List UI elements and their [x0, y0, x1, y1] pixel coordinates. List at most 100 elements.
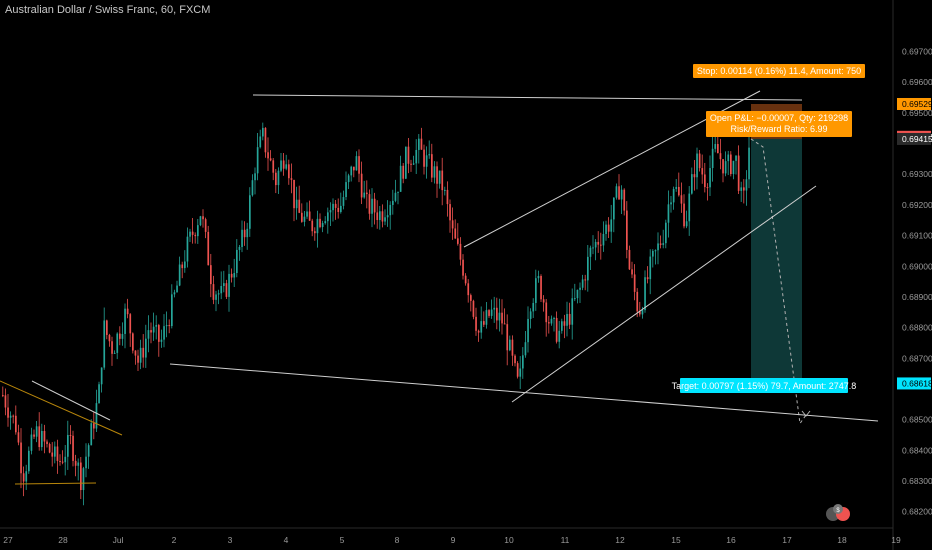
candle: [740, 181, 743, 202]
y-tick-label: 0.69000: [902, 261, 932, 271]
candle-body: [233, 273, 236, 278]
candle: [272, 157, 275, 181]
candle: [210, 253, 212, 298]
candle-body: [503, 323, 506, 325]
candle: [579, 282, 581, 304]
candle: [324, 216, 327, 225]
candle: [111, 336, 113, 366]
candle: [288, 159, 290, 185]
candle-body: [376, 212, 379, 221]
candle: [379, 205, 381, 230]
candle-body: [95, 403, 98, 429]
candle: [194, 232, 197, 244]
candle-body: [615, 186, 618, 198]
candle-body: [61, 461, 64, 463]
candle: [12, 414, 15, 424]
candle-body: [337, 207, 340, 212]
candle-body: [563, 321, 566, 326]
candle-body: [215, 294, 217, 300]
candle-body: [194, 234, 197, 237]
candle: [158, 323, 160, 357]
x-tick-label: 5: [340, 535, 345, 545]
candle: [82, 466, 85, 506]
candle-body: [100, 367, 103, 385]
candle: [675, 179, 678, 192]
candle-body: [506, 324, 509, 351]
candle: [87, 443, 90, 469]
candle: [548, 315, 550, 334]
candle-body: [428, 154, 431, 156]
candle: [558, 320, 561, 349]
candle: [475, 307, 477, 336]
candle: [298, 185, 301, 214]
candle: [550, 315, 553, 326]
candle: [22, 466, 25, 497]
candle-body: [189, 231, 191, 237]
x-tick-label: 3: [228, 535, 233, 545]
candle: [295, 186, 298, 220]
candle-body: [618, 186, 620, 200]
candle-body: [98, 384, 100, 404]
candle-body: [262, 127, 264, 137]
candle-body: [457, 238, 459, 244]
trendline-channel-lower: [511, 185, 817, 403]
candle-body: [584, 279, 587, 281]
candle: [184, 250, 186, 273]
candle: [191, 217, 194, 244]
candle-body: [137, 355, 139, 363]
candle: [620, 185, 623, 215]
candle-body: [644, 277, 646, 311]
candle: [33, 429, 35, 440]
candle-body: [485, 310, 488, 325]
candle-body: [522, 355, 524, 369]
candle: [202, 209, 204, 228]
y-tick-label: 0.68500: [902, 415, 932, 425]
candle-body: [719, 153, 722, 160]
candle-body: [706, 187, 709, 189]
candle: [509, 335, 511, 352]
candle: [204, 217, 207, 239]
candle-body: [488, 310, 490, 316]
candle-body: [704, 174, 706, 188]
candle: [446, 181, 449, 217]
time-axis: 27 28 Jul 2 3 4 5 8 9 10 11 12 15 16 17 18 19: [0, 527, 901, 545]
candle: [667, 190, 670, 238]
candle: [72, 430, 74, 467]
candle-body: [236, 249, 238, 274]
x-tick-label: 15: [671, 535, 681, 545]
candle: [464, 273, 467, 286]
candle-body: [145, 338, 147, 358]
candle-body: [392, 200, 394, 205]
candle: [145, 324, 147, 368]
y-tick-label: 0.68800: [902, 323, 932, 333]
candle-body: [498, 312, 501, 321]
candle-body: [548, 322, 550, 324]
candle: [511, 335, 514, 366]
candle-body: [12, 415, 15, 417]
candle-body: [537, 275, 540, 279]
candle: [691, 167, 693, 195]
candle: [9, 411, 12, 430]
candle-body: [602, 233, 605, 246]
candle-body: [420, 138, 423, 150]
candle: [685, 210, 688, 229]
candle: [704, 162, 706, 193]
candle-body: [730, 154, 732, 175]
candle-body: [394, 192, 397, 201]
candle: [197, 218, 199, 244]
candle-body: [295, 199, 298, 209]
candle: [412, 155, 415, 166]
candle: [384, 209, 386, 226]
candle-body: [545, 302, 548, 323]
candle: [425, 146, 428, 179]
candle-body: [691, 174, 693, 194]
candle-body: [165, 325, 168, 327]
candle-body: [732, 160, 735, 175]
candle-body: [111, 341, 113, 354]
candle: [363, 180, 366, 199]
candle-body: [576, 289, 579, 299]
y-tick-label: 0.68300: [902, 476, 932, 486]
candle-body: [173, 292, 176, 295]
candle: [470, 293, 472, 312]
